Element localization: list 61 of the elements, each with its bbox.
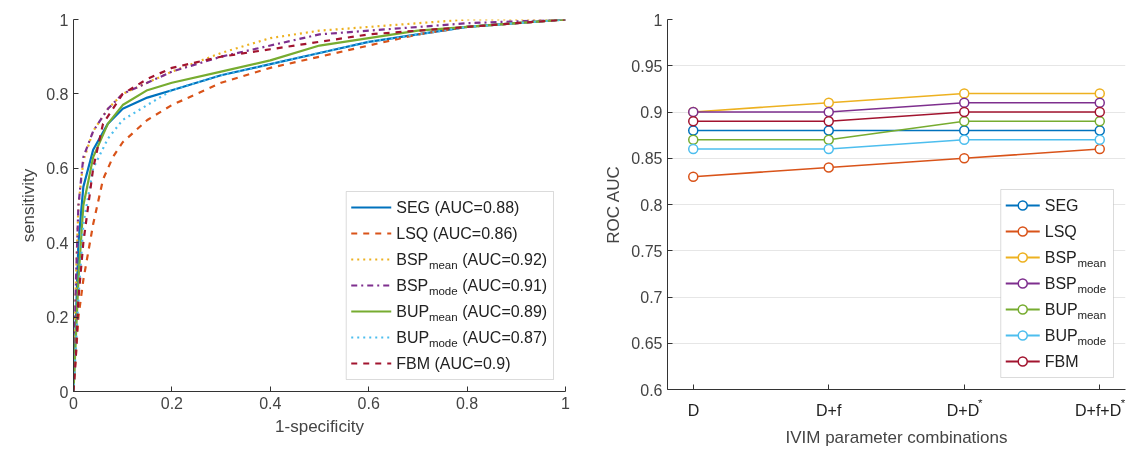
legend-label: LSQ (AUC=0.86) xyxy=(396,225,518,242)
point xyxy=(1094,116,1105,127)
y-tick-label: 0.6 xyxy=(640,381,663,399)
x-tick-label: 0.6 xyxy=(357,394,380,412)
y-axis-title: sensitivity xyxy=(19,168,39,243)
point xyxy=(1094,134,1105,145)
y-tick-label: 0.75 xyxy=(631,242,663,260)
x-tick-label: D+D* xyxy=(946,397,983,419)
y-tick-label: 0.8 xyxy=(46,85,69,103)
y-tick-label: 1 xyxy=(653,11,663,29)
x-tick-label: 0.8 xyxy=(455,394,479,412)
y-axis-title: ROC AUC xyxy=(604,166,624,244)
x-tick-label: D+f xyxy=(816,402,842,419)
point xyxy=(959,97,970,108)
point xyxy=(1094,125,1105,136)
point xyxy=(959,116,970,127)
y-tick-label: 1 xyxy=(59,11,69,29)
point xyxy=(1094,97,1105,108)
legend-label: SEG xyxy=(1044,197,1079,214)
point xyxy=(688,171,699,182)
y-tick-label: 0.2 xyxy=(46,309,69,327)
x-tick-label: D+f+D* xyxy=(1074,397,1126,419)
legend-label: FBM (AUC=0.9) xyxy=(396,355,511,372)
line-series xyxy=(73,19,566,392)
point xyxy=(959,125,970,136)
x-tick-label: D xyxy=(687,402,700,419)
y-tick-label: 0.9 xyxy=(640,104,663,121)
point xyxy=(1094,106,1105,118)
point xyxy=(823,125,834,136)
point xyxy=(1094,143,1105,155)
point xyxy=(823,162,834,173)
y-tick-label: 0.95 xyxy=(631,57,663,75)
legend-label: LSQ xyxy=(1044,223,1077,240)
y-tick-label: 0.8 xyxy=(640,196,663,214)
x-tick-label: 0.4 xyxy=(259,394,282,412)
point xyxy=(823,116,834,127)
y-tick-label: 0.4 xyxy=(46,234,69,252)
point xyxy=(959,134,970,145)
point xyxy=(959,106,970,118)
y-tick-label: 0.7 xyxy=(640,289,663,306)
legend-label: SEG (AUC=0.88) xyxy=(396,199,520,216)
point xyxy=(688,134,699,145)
legend-label: FBM xyxy=(1044,353,1079,370)
point xyxy=(688,143,699,155)
point xyxy=(688,125,699,136)
point xyxy=(1094,88,1105,99)
point xyxy=(959,153,970,164)
point xyxy=(959,88,970,99)
y-tick-label: 0 xyxy=(59,383,69,401)
point xyxy=(823,134,834,145)
y-tick-label: 0.6 xyxy=(46,160,69,178)
point xyxy=(823,106,834,118)
x-tick-label: 1 xyxy=(561,394,571,412)
x-axis-title: 1-specificity xyxy=(275,416,365,436)
point xyxy=(823,97,834,108)
point xyxy=(823,143,834,155)
x-axis-title: IVIM parameter combinations xyxy=(785,427,1008,447)
y-tick-label: 0.85 xyxy=(631,150,663,168)
point xyxy=(688,116,699,127)
x-tick-label: 0.2 xyxy=(160,394,184,412)
y-tick-label: 0.65 xyxy=(631,335,663,353)
